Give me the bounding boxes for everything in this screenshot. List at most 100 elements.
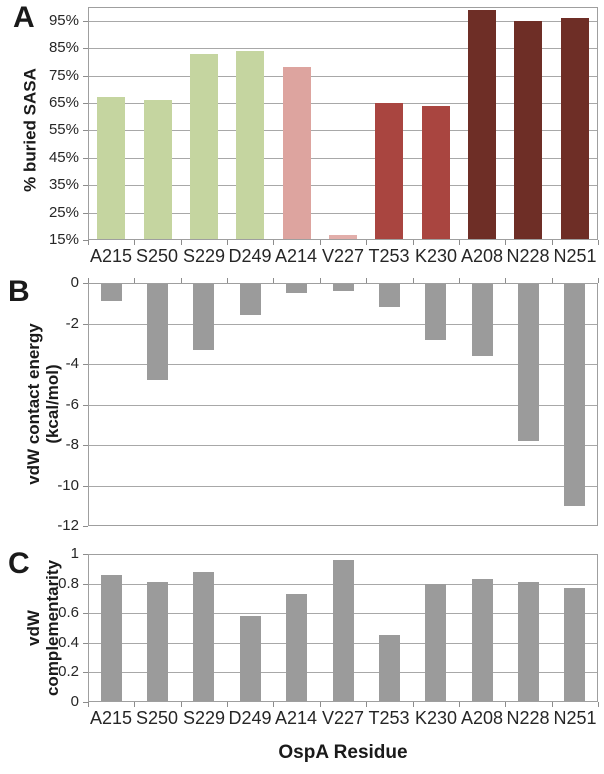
y-tick-mark: [83, 613, 88, 614]
y-tick-label: 0.8: [58, 575, 79, 592]
x-tick-mark: [181, 702, 182, 707]
y-tick-mark: [83, 103, 88, 104]
bar-c-n251: [564, 588, 585, 702]
x-label-v227: V227: [321, 246, 365, 266]
y-tick-mark: [83, 364, 88, 365]
bar-b-k230: [425, 284, 446, 340]
plot-area-a: [88, 7, 598, 240]
bar-b-n251: [564, 284, 585, 506]
y-tick-mark: [83, 526, 88, 527]
y-tick-mark: [83, 554, 88, 555]
bar-c-s229: [193, 572, 214, 702]
x-label-n251: N251: [553, 708, 597, 728]
y-tick-label: 0.4: [58, 634, 79, 651]
bar-c-a208: [472, 579, 493, 702]
y-tick-mark: [83, 445, 88, 446]
x-tick-mark: [505, 240, 506, 245]
y-tick-label: 75%: [48, 67, 79, 84]
x-tick-mark: [134, 702, 135, 707]
bar-b-s250: [147, 284, 168, 380]
x-tick-mark: [505, 702, 506, 707]
x-axis-title: OspA Residue: [278, 742, 408, 763]
bar-b-a215: [101, 284, 122, 301]
x-label-a208: A208: [460, 708, 504, 728]
bar-b-s229: [193, 284, 214, 350]
x-tick-mark: [552, 240, 553, 245]
y-tick-mark: [83, 324, 88, 325]
x-label-t253: T253: [368, 708, 410, 728]
gridline: [88, 185, 598, 186]
bar-a-a215: [97, 97, 125, 240]
x-label-a215: A215: [89, 708, 133, 728]
bar-b-n228: [518, 284, 539, 441]
x-label-a215: A215: [89, 246, 133, 266]
x-label-a214: A214: [274, 246, 318, 266]
y-tick-label: 0.2: [58, 663, 79, 680]
x-label-k230: K230: [414, 246, 458, 266]
bar-a-a214: [283, 67, 311, 240]
y-tick-label: 45%: [48, 149, 79, 166]
gridline: [88, 158, 598, 159]
bar-b-d249: [240, 284, 261, 315]
bar-c-v227: [333, 560, 354, 702]
y-tick-mark: [83, 48, 88, 49]
y-tick-label: -12: [57, 517, 79, 534]
y-tick-label: 35%: [48, 176, 79, 193]
gridline: [88, 48, 598, 49]
gridline: [88, 130, 598, 131]
bar-b-a214: [286, 284, 307, 293]
y-tick-mark: [83, 185, 88, 186]
y-tick-mark: [83, 130, 88, 131]
gridline: [88, 405, 598, 406]
x-tick-mark: [505, 278, 506, 283]
x-tick-mark: [366, 278, 367, 283]
bar-c-s250: [147, 582, 168, 702]
bar-c-a215: [101, 575, 122, 702]
y-tick-mark: [83, 283, 88, 284]
y-tick-mark: [83, 76, 88, 77]
y-tick-label: 85%: [48, 39, 79, 56]
x-label-d249: D249: [228, 708, 272, 728]
x-tick-mark: [598, 278, 599, 283]
x-tick-mark: [413, 702, 414, 707]
x-tick-mark: [134, 278, 135, 283]
plot-area-b: [88, 283, 598, 526]
x-label-n251: N251: [553, 246, 597, 266]
x-tick-mark: [273, 278, 274, 283]
x-tick-mark: [134, 240, 135, 245]
y-tick-label: 0.6: [58, 604, 79, 621]
x-tick-mark: [413, 278, 414, 283]
x-tick-mark: [459, 278, 460, 283]
x-tick-mark: [273, 240, 274, 245]
x-label-s229: S229: [182, 246, 226, 266]
bar-a-s229: [190, 54, 218, 240]
x-label-n228: N228: [506, 708, 550, 728]
bar-c-d249: [240, 616, 261, 702]
x-tick-mark: [181, 278, 182, 283]
x-tick-mark: [598, 240, 599, 245]
bar-a-s250: [144, 100, 172, 240]
x-label-a208: A208: [460, 246, 504, 266]
x-tick-mark: [320, 240, 321, 245]
y-tick-mark: [83, 21, 88, 22]
bar-c-k230: [425, 584, 446, 702]
x-label-t253: T253: [368, 246, 410, 266]
bar-b-v227: [333, 284, 354, 291]
y-tick-label: 0: [70, 274, 79, 291]
x-tick-mark: [273, 702, 274, 707]
bar-a-a208: [468, 10, 496, 240]
x-tick-mark: [320, 278, 321, 283]
gridline: [88, 364, 598, 365]
y-tick-mark: [83, 240, 88, 241]
y-tick-label: 25%: [48, 204, 79, 221]
gridline: [88, 445, 598, 446]
y-tick-label: 15%: [48, 231, 79, 248]
x-tick-mark: [88, 278, 89, 283]
bar-c-n228: [518, 582, 539, 702]
gridline: [88, 21, 598, 22]
x-tick-mark: [227, 240, 228, 245]
x-tick-mark: [598, 702, 599, 707]
x-tick-mark: [227, 278, 228, 283]
y-tick-label: 95%: [48, 12, 79, 29]
